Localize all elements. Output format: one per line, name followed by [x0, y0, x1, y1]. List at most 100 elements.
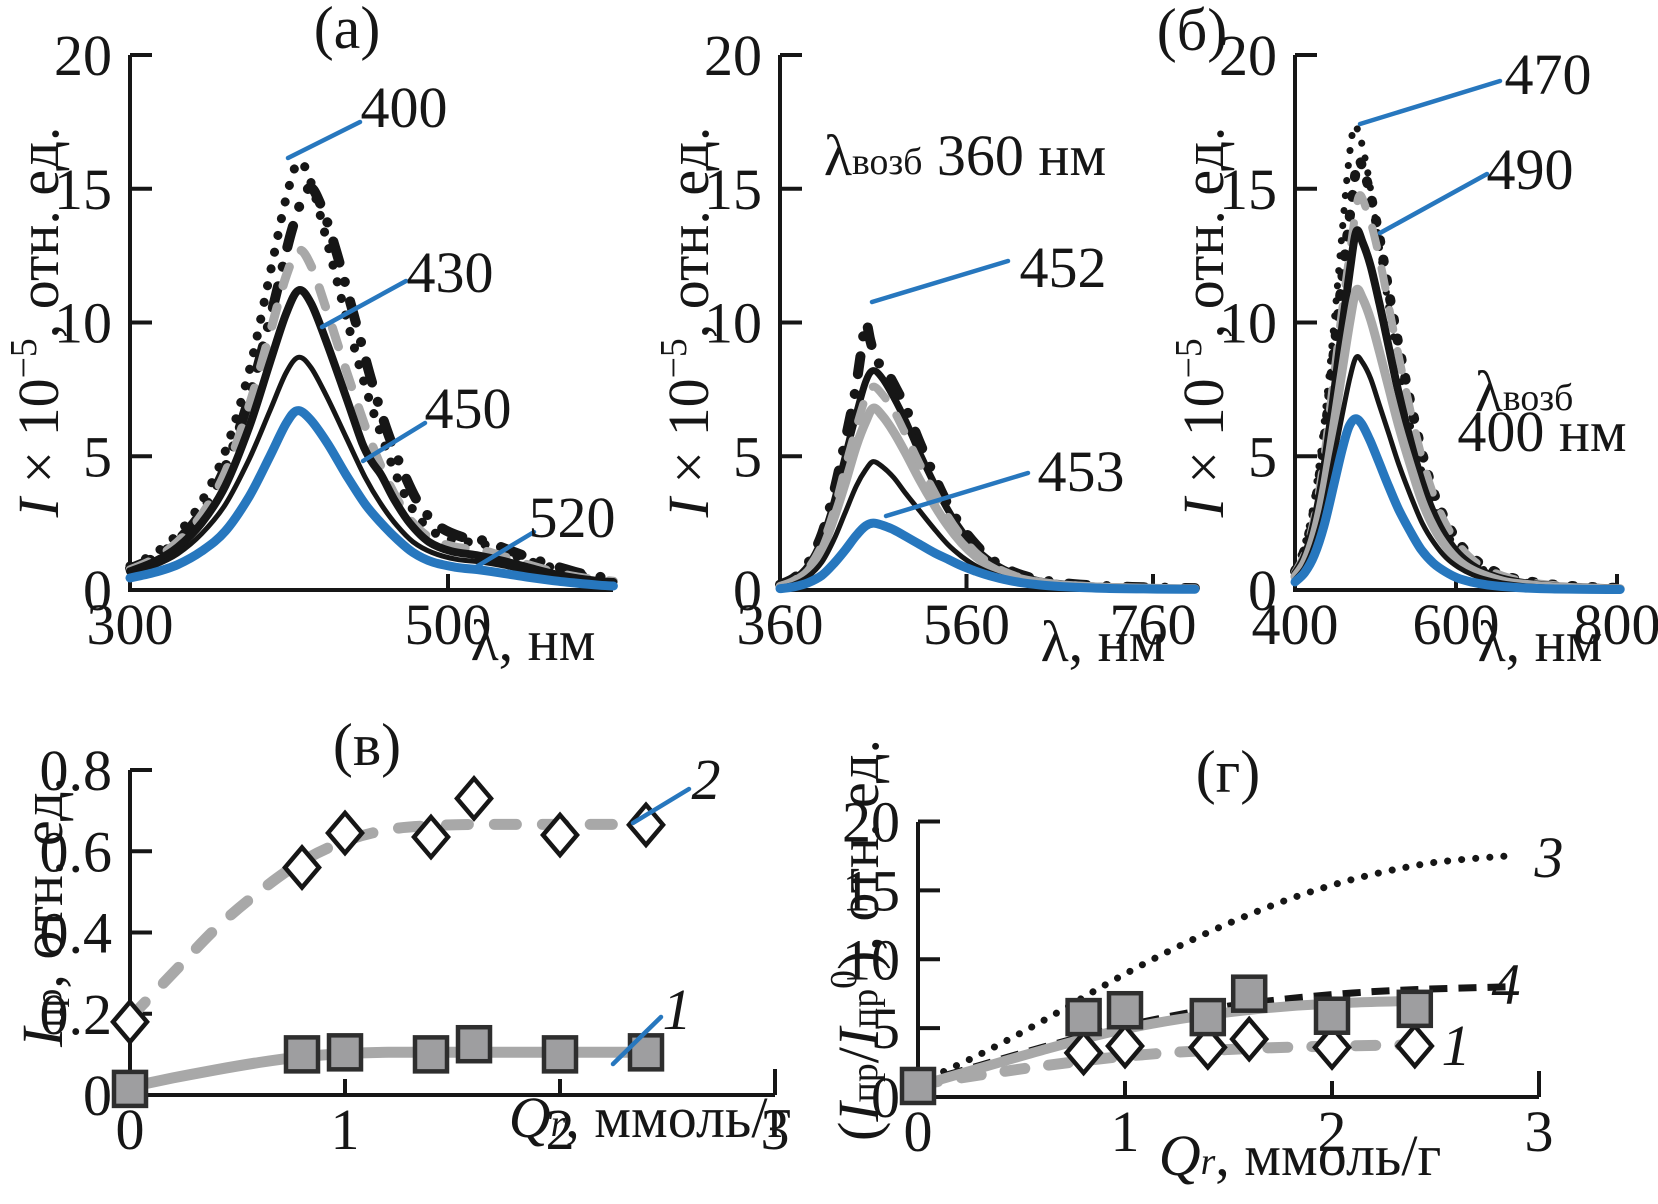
square-marker	[1313, 996, 1351, 1035]
y-tick-label: 15	[842, 858, 900, 923]
y-tick-label: 0	[83, 558, 112, 623]
annotation-520: 520	[529, 485, 616, 550]
y-tick-label: 10	[842, 927, 900, 992]
square-marker	[412, 1035, 450, 1074]
annotation-text: λвозб 360 нм	[824, 123, 1106, 188]
x-tick-label: 3	[1525, 1099, 1554, 1164]
y-tick-label: 0	[871, 1065, 900, 1130]
x-tick-label: 600	[1413, 592, 1500, 657]
diamond-marker	[411, 813, 451, 861]
annotation-400: 400	[361, 75, 448, 140]
x-tick-label: 760	[1110, 592, 1197, 657]
annotation-452: 452	[1020, 235, 1107, 300]
axis-lines	[128, 770, 775, 1097]
diamond-marker	[1187, 1023, 1228, 1071]
series-curve-2-gray-dashed	[124, 818, 656, 1024]
diamond-marker	[1312, 1023, 1352, 1071]
annotation-leader	[360, 420, 428, 464]
markers-series-1-diamonds	[1063, 1015, 1435, 1077]
annotation-2: 2	[692, 747, 721, 812]
diamond-marker	[110, 998, 150, 1046]
square-marker	[899, 1066, 937, 1106]
x-axis-title: λ, нм	[1041, 609, 1166, 674]
y-tick-label: 0.4	[40, 900, 113, 965]
diamond-marker	[1105, 1022, 1145, 1070]
x-tick-label: 3	[761, 1097, 790, 1162]
series-spectrum-453-blue	[775, 518, 1200, 594]
annotation-490: 490	[1487, 137, 1574, 202]
panel-letter: (г)	[1196, 739, 1261, 805]
panel-letter: (а)	[314, 0, 381, 61]
y-axis-title: I × 10−5, отн. ед.	[3, 127, 71, 519]
square-marker	[1230, 974, 1268, 1013]
diamond-marker	[282, 844, 322, 891]
axis-lines	[128, 55, 613, 592]
y-tick-label: 0	[83, 1063, 112, 1128]
square-marker	[326, 1033, 364, 1072]
y-tick-label: 20	[842, 789, 900, 854]
annotation-leader	[319, 278, 409, 330]
square-marker	[541, 1035, 579, 1074]
x-axis-title: λ, нм	[471, 608, 596, 673]
series-spectrum-gray-solid	[775, 403, 1200, 594]
annotation-470: 470	[1505, 42, 1592, 107]
y-tick-label: 20	[704, 23, 762, 88]
x-tick-label: 560	[923, 592, 1010, 657]
annotation-450: 450	[425, 376, 512, 441]
annotation-text: λвозб	[1475, 359, 1574, 424]
y-tick-label: 0.8	[40, 738, 113, 803]
square-marker	[111, 1069, 149, 1109]
square-marker	[1065, 997, 1102, 1037]
y-tick-label: 10	[704, 290, 762, 355]
diamond-marker	[454, 774, 494, 822]
series-curve-3-dotted	[914, 852, 1512, 1087]
y-tick-label: 0	[733, 558, 762, 623]
annotation-leader	[285, 119, 363, 161]
y-axis-title: I × 10−5, отн. ед.	[653, 127, 721, 519]
y-tick-label: 5	[871, 996, 900, 1061]
y-tick-label: 15	[704, 156, 762, 221]
y-tick-label: 5	[1248, 424, 1277, 489]
y-axis-title: (Iпр/Iпр0), отн. ед.	[823, 739, 891, 1141]
series-spectrum-gray-dashed	[1291, 191, 1625, 593]
square-marker	[455, 1024, 493, 1064]
annotation-400 нм: 400 нм	[1457, 399, 1626, 464]
diamond-marker	[1229, 1015, 1270, 1063]
x-tick-label: 360	[737, 592, 824, 657]
x-axis-title: Qr, ммоль/г	[1159, 1123, 1442, 1188]
y-tick-label: 15	[1219, 156, 1277, 221]
panel-letter: (в)	[333, 712, 401, 778]
y-tick-label: 0.2	[40, 981, 113, 1046]
y-axis-title: I × 10−5, отн. ед.	[1168, 127, 1236, 519]
x-axis-title: Qr, ммоль/г	[509, 1085, 792, 1150]
y-tick-label: 20	[54, 23, 112, 88]
diamond-marker	[325, 809, 365, 857]
annotation-453: 453	[1038, 439, 1125, 504]
markers-series-2-diamonds	[110, 774, 666, 1046]
diamond-marker	[540, 811, 580, 859]
x-tick-label: 1	[1111, 1099, 1140, 1164]
square-marker	[283, 1035, 321, 1074]
annotation-leader	[883, 470, 1031, 519]
annotation-1: 1	[1442, 1013, 1471, 1078]
diamond-marker	[1063, 1029, 1104, 1077]
y-tick-label: 20	[1219, 23, 1277, 88]
x-tick-label: 400	[1252, 592, 1339, 657]
y-tick-label: 10	[1219, 290, 1277, 355]
y-tick-label: 10	[54, 290, 112, 355]
x-tick-label: 2	[1318, 1099, 1347, 1164]
y-tick-label: 15	[54, 156, 112, 221]
x-tick-label: 500	[405, 592, 492, 657]
y-tick-label: 5	[733, 424, 762, 489]
y-axis-title: Iпр, отн. ед.	[10, 777, 75, 1048]
diamond-marker	[626, 801, 666, 849]
annotation-leader	[468, 529, 537, 573]
series-spectrum-450-blue	[125, 406, 618, 591]
square-marker	[1396, 989, 1434, 1029]
